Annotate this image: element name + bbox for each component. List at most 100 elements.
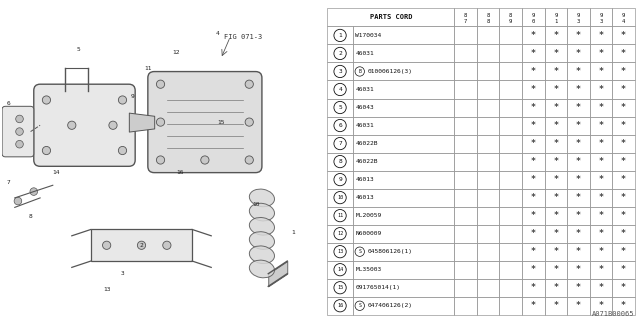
Bar — [567, 62, 589, 81]
Bar — [353, 279, 454, 297]
Bar — [567, 99, 589, 116]
Text: 7: 7 — [338, 141, 342, 146]
Bar — [477, 27, 499, 44]
Bar — [328, 261, 353, 279]
Bar — [328, 297, 353, 315]
Text: *: * — [576, 103, 581, 112]
Bar — [353, 62, 454, 81]
Circle shape — [14, 197, 22, 205]
Text: *: * — [598, 157, 604, 166]
Bar — [499, 8, 522, 27]
Text: *: * — [554, 283, 558, 292]
Text: 6: 6 — [6, 101, 10, 106]
Bar — [477, 99, 499, 116]
Text: 2: 2 — [338, 51, 342, 56]
Bar — [353, 81, 454, 99]
Text: 8: 8 — [29, 214, 33, 219]
Text: 15: 15 — [217, 120, 225, 124]
Bar — [477, 225, 499, 243]
Bar — [499, 27, 522, 44]
Bar — [567, 188, 589, 207]
Bar — [499, 188, 522, 207]
Bar — [567, 171, 589, 188]
Text: *: * — [621, 121, 626, 130]
Bar — [545, 44, 567, 62]
Text: ML35003: ML35003 — [355, 267, 381, 272]
Text: *: * — [531, 85, 536, 94]
Bar — [353, 171, 454, 188]
Bar — [567, 116, 589, 134]
Bar — [454, 153, 477, 171]
Bar — [589, 188, 612, 207]
Text: *: * — [554, 31, 558, 40]
Bar — [328, 62, 353, 81]
Bar — [522, 188, 545, 207]
Bar — [353, 243, 454, 261]
Bar — [454, 297, 477, 315]
Bar — [612, 134, 635, 153]
Text: 8: 8 — [464, 13, 467, 18]
Bar — [612, 62, 635, 81]
Bar — [589, 297, 612, 315]
Text: *: * — [621, 175, 626, 184]
Bar — [522, 81, 545, 99]
Bar — [328, 27, 353, 44]
Text: *: * — [621, 85, 626, 94]
Bar — [328, 171, 353, 188]
Text: 9: 9 — [577, 13, 580, 18]
Circle shape — [118, 96, 127, 104]
Bar — [612, 153, 635, 171]
Bar — [328, 44, 353, 62]
Bar — [353, 207, 454, 225]
Bar — [499, 153, 522, 171]
Text: *: * — [621, 229, 626, 238]
Text: *: * — [531, 175, 536, 184]
Bar — [567, 225, 589, 243]
Bar — [612, 261, 635, 279]
Bar — [477, 81, 499, 99]
Text: *: * — [576, 85, 581, 94]
Text: *: * — [576, 31, 581, 40]
Text: *: * — [531, 157, 536, 166]
Bar — [567, 243, 589, 261]
Text: 8: 8 — [509, 13, 512, 18]
Text: 16: 16 — [176, 170, 183, 175]
Circle shape — [156, 118, 164, 126]
Bar — [567, 207, 589, 225]
Bar — [522, 44, 545, 62]
Text: *: * — [576, 229, 581, 238]
Bar — [522, 297, 545, 315]
Text: S: S — [358, 249, 361, 254]
Bar — [353, 116, 454, 134]
Circle shape — [42, 147, 51, 155]
Ellipse shape — [250, 203, 275, 221]
Text: *: * — [598, 31, 604, 40]
Text: *: * — [554, 67, 558, 76]
Bar — [454, 116, 477, 134]
Text: 9: 9 — [622, 13, 625, 18]
Bar — [522, 99, 545, 116]
Ellipse shape — [250, 246, 275, 264]
Text: 5: 5 — [338, 105, 342, 110]
Bar — [477, 188, 499, 207]
Ellipse shape — [250, 260, 275, 278]
Bar — [353, 261, 454, 279]
Text: 46013: 46013 — [355, 195, 374, 200]
Bar — [589, 243, 612, 261]
Bar — [477, 243, 499, 261]
Text: 11: 11 — [144, 66, 152, 71]
Text: 10: 10 — [252, 202, 259, 207]
Bar — [567, 81, 589, 99]
Text: 045806126(1): 045806126(1) — [368, 249, 413, 254]
Bar — [328, 99, 353, 116]
Text: 5: 5 — [76, 47, 80, 52]
Text: 7: 7 — [464, 19, 467, 24]
Text: *: * — [531, 211, 536, 220]
Bar — [545, 171, 567, 188]
Bar — [499, 297, 522, 315]
Bar — [612, 99, 635, 116]
Text: 46022B: 46022B — [355, 159, 378, 164]
Bar — [499, 116, 522, 134]
Bar — [567, 279, 589, 297]
Bar — [499, 134, 522, 153]
